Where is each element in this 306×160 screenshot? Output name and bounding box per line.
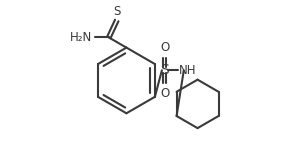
- Text: O: O: [160, 87, 169, 100]
- Text: O: O: [160, 41, 169, 54]
- Text: NH: NH: [179, 64, 197, 77]
- Text: H₂N: H₂N: [70, 31, 92, 44]
- Text: S: S: [113, 5, 121, 18]
- Text: S: S: [160, 63, 169, 77]
